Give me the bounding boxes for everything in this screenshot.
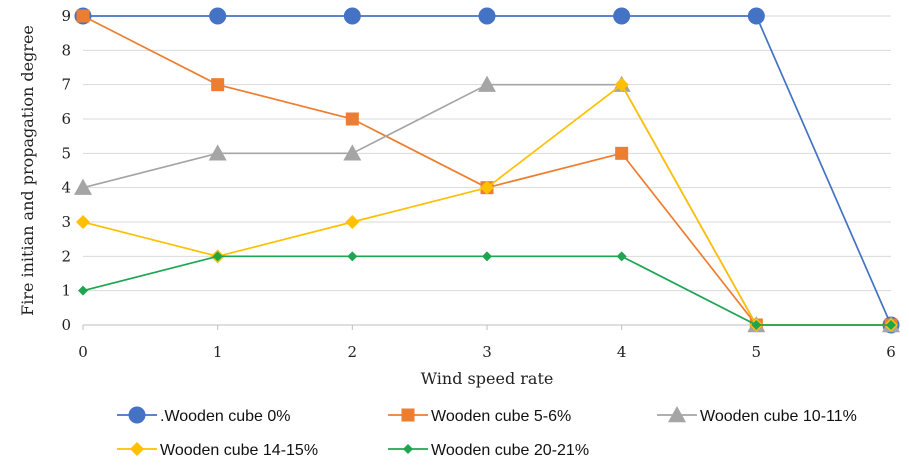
x-tick-label-5: 5 [752, 343, 762, 361]
y-tick-label-2: 2 [61, 247, 71, 265]
data-point-s3-x0 [74, 178, 92, 195]
x-tick-label-0: 0 [78, 343, 88, 361]
legend-label-3: Wooden cube 10-11% [700, 408, 857, 425]
legend-item-1: .Wooden cube 0% [117, 406, 290, 425]
y-tick-label-9: 9 [61, 7, 71, 25]
data-point-s2-x0 [76, 9, 90, 23]
y-tick-label-5: 5 [61, 144, 71, 162]
series-line-1 [83, 15, 892, 326]
series-line-2 [82, 15, 891, 326]
data-point-s1-x4 [613, 7, 631, 25]
y-tick-label-1: 1 [61, 282, 71, 300]
series-4 [76, 77, 898, 332]
y-tick-label-3: 3 [61, 213, 71, 231]
data-point-s5-x1 [212, 251, 223, 262]
legend-label-1: .Wooden cube 0% [160, 408, 290, 425]
legend-item-2: Wooden cube 5-6% [388, 408, 571, 425]
data-point-s2-x1 [211, 78, 225, 92]
x-tick-label-2: 2 [348, 343, 358, 361]
data-point-s2-x4 [615, 146, 629, 160]
data-point-s5-x2 [347, 251, 358, 262]
series-line-4 [82, 83, 891, 326]
legend-marker-1 [128, 406, 146, 424]
series-3 [74, 75, 900, 333]
series-1 [74, 7, 900, 334]
data-point-s4-x4 [614, 77, 629, 92]
y-tick-label-7: 7 [61, 76, 71, 94]
y-tick-label-8: 8 [61, 41, 71, 59]
legend-marker-5 [403, 444, 413, 454]
data-point-s2-x2 [345, 112, 359, 126]
x-tick-label-1: 1 [213, 343, 223, 361]
gridlines [83, 15, 891, 292]
series-5 [78, 251, 896, 330]
data-point-s5-x3 [482, 251, 492, 262]
x-tick-label-4: 4 [617, 343, 627, 361]
data-point-s1-x2 [343, 7, 361, 25]
legend-item-4: Wooden cube 14-15% [117, 442, 318, 459]
y-tick-label-0: 0 [61, 316, 71, 334]
x-tick-label-6: 6 [886, 343, 896, 361]
x-axis-title: Wind speed rate [421, 369, 554, 388]
legend-marker-3 [668, 406, 686, 423]
legend-item-5: Wooden cube 20-21% [388, 442, 589, 459]
y-tick-label-4: 4 [61, 179, 71, 197]
legend-label-4: Wooden cube 14-15% [160, 442, 318, 459]
data-point-s5-x4 [616, 251, 627, 262]
x-tick-label-3: 3 [482, 343, 492, 361]
legend-label-5: Wooden cube 20-21% [431, 442, 589, 459]
data-point-s4-x3 [480, 180, 494, 195]
legend-marker-4 [130, 442, 144, 456]
legend: .Wooden cube 0% Wooden cube 5-6% Wooden cu… [117, 406, 857, 459]
data-point-s5-x5 [751, 320, 762, 330]
data-point-s1-x5 [747, 7, 765, 25]
data-point-s3-x2 [343, 144, 362, 161]
data-point-s3-x1 [208, 144, 227, 161]
legend-marker-2 [401, 408, 415, 422]
data-point-s4-x0 [76, 215, 90, 229]
legend-label-2: Wooden cube 5-6% [431, 408, 571, 425]
legend-item-3: Wooden cube 10-11% [657, 406, 857, 425]
data-point-s1-x1 [209, 7, 227, 25]
data-point-s5-x0 [78, 285, 88, 296]
y-axis-title: Fire initian and propagation degree [18, 25, 37, 316]
series-layer [74, 7, 900, 334]
data-point-s1-x3 [478, 7, 496, 25]
data-point-s4-x2 [345, 215, 360, 229]
y-tick-label-6: 6 [61, 110, 71, 128]
data-point-s3-x3 [478, 75, 496, 92]
series-line-3 [82, 83, 891, 326]
data-point-s5-x6 [886, 320, 896, 330]
